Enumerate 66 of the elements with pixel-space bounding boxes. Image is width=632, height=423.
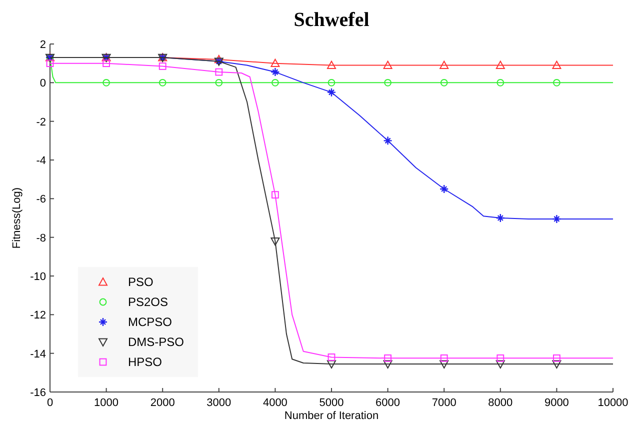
x-tick-label: 9000 bbox=[544, 397, 569, 409]
point bbox=[215, 68, 223, 76]
y-tick-label: -6 bbox=[36, 194, 46, 206]
point bbox=[46, 60, 54, 68]
point bbox=[496, 78, 504, 86]
y-tick-label: -14 bbox=[30, 348, 46, 360]
legend-label: HPSO bbox=[128, 355, 162, 369]
point bbox=[327, 360, 336, 368]
x-tick-label: 7000 bbox=[432, 397, 456, 409]
x-tick-label: 3000 bbox=[206, 397, 232, 409]
y-tick-label: -4 bbox=[36, 155, 46, 167]
point bbox=[496, 213, 505, 223]
point bbox=[552, 60, 562, 69]
point bbox=[552, 360, 562, 368]
point bbox=[158, 78, 166, 86]
point bbox=[384, 78, 392, 86]
x-tick-label: 10000 bbox=[598, 397, 628, 409]
point bbox=[384, 354, 392, 362]
x-tick-label: 6000 bbox=[376, 397, 400, 409]
point bbox=[158, 62, 166, 70]
point bbox=[440, 184, 449, 194]
point bbox=[270, 58, 280, 68]
point bbox=[270, 238, 280, 246]
point bbox=[440, 354, 448, 362]
legend-label: PS2OS bbox=[128, 295, 168, 309]
y-tick-label: 0 bbox=[40, 78, 46, 90]
x-axis-title: Number of Iteration bbox=[284, 410, 379, 422]
chart-title: Schwefel bbox=[294, 9, 370, 31]
point bbox=[327, 60, 336, 69]
point bbox=[383, 60, 392, 69]
legend-label: PSO bbox=[128, 275, 154, 289]
x-tick-label: 4000 bbox=[262, 397, 288, 409]
point bbox=[102, 60, 110, 68]
x-tick-label: 2000 bbox=[150, 397, 175, 409]
point bbox=[440, 360, 449, 368]
point bbox=[383, 360, 392, 368]
y-axis-title: Fitness(Log) bbox=[11, 187, 23, 249]
point bbox=[326, 88, 336, 97]
point bbox=[553, 354, 560, 362]
point bbox=[383, 136, 392, 146]
point bbox=[552, 214, 562, 224]
point bbox=[328, 78, 336, 86]
legend-label: DMS-PSO bbox=[128, 335, 184, 349]
legend-label: MCPSO bbox=[128, 315, 172, 329]
y-tick-label: -16 bbox=[30, 387, 46, 399]
y-tick-label: -2 bbox=[36, 116, 46, 128]
y-tick-label: -12 bbox=[30, 310, 46, 322]
x-tick-label: 1000 bbox=[94, 397, 119, 409]
y-tick-label: 2 bbox=[40, 39, 46, 51]
point bbox=[440, 60, 449, 69]
point bbox=[496, 354, 504, 362]
x-tick-label: 8000 bbox=[488, 397, 513, 409]
point bbox=[440, 78, 448, 86]
y-tick-label: -10 bbox=[30, 271, 46, 283]
point bbox=[328, 354, 336, 361]
point bbox=[553, 78, 560, 86]
point bbox=[215, 78, 223, 86]
point bbox=[496, 60, 505, 69]
point bbox=[270, 67, 280, 77]
x-tick-label: 5000 bbox=[319, 397, 344, 409]
point bbox=[272, 78, 279, 86]
point bbox=[214, 54, 224, 64]
point bbox=[272, 191, 279, 198]
y-tick-label: -8 bbox=[36, 232, 46, 244]
point bbox=[496, 360, 505, 368]
point bbox=[102, 78, 110, 86]
